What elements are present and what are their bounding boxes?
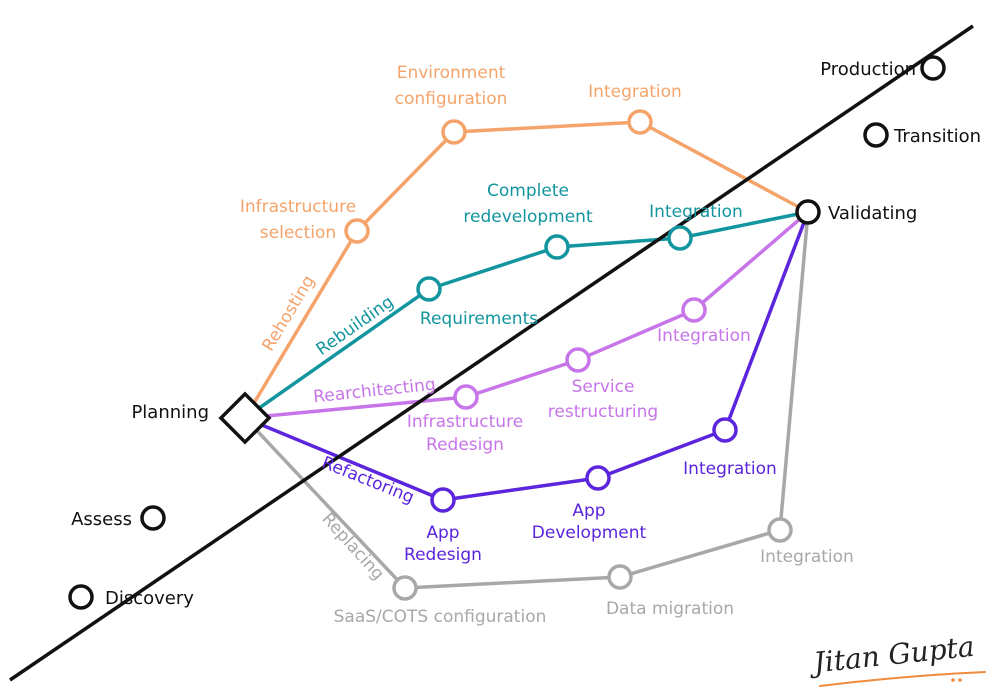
station-app-development[interactable]	[587, 467, 609, 489]
station-infrastructure-selection[interactable]	[346, 220, 368, 242]
signature-dot-2	[958, 678, 962, 682]
station-app-redesign[interactable]	[432, 489, 454, 511]
track-label-rebuilding: Rebuilding	[313, 292, 398, 360]
station-refactoring-integration[interactable]	[714, 419, 736, 441]
label-complete-redevelopment-line2: redevelopment	[463, 207, 593, 227]
label-requirements: Requirements	[420, 309, 538, 329]
label-infrastructure-redesign-line2: Redesign	[426, 435, 504, 455]
label-assess: Assess	[71, 509, 132, 530]
rehosting-track-line	[245, 122, 808, 418]
station-infrastructure-redesign[interactable]	[455, 386, 477, 408]
label-infrastructure-selection-line1: Infrastructure	[240, 197, 356, 217]
label-service-restructuring-line2: restructuring	[548, 402, 658, 422]
label-planning: Planning	[131, 402, 209, 423]
label-app-development-line1: App	[572, 501, 605, 521]
station-transition[interactable]	[865, 124, 887, 146]
signature-dot-1	[951, 678, 955, 682]
label-saas-cots-configuration: SaaS/COTS configuration	[334, 607, 547, 627]
label-production: Production	[820, 59, 916, 80]
station-requirements[interactable]	[418, 278, 440, 300]
label-app-redesign-line2: Redesign	[404, 545, 482, 565]
label-validating: Validating	[828, 203, 917, 224]
station-validating[interactable]	[797, 201, 819, 223]
label-refactoring-integration: Integration	[683, 459, 777, 479]
label-infrastructure-selection-line2: selection	[260, 223, 336, 243]
label-data-migration: Data migration	[606, 599, 734, 619]
label-infrastructure-redesign-line1: Infrastructure	[407, 412, 523, 432]
track-label-replacing: Replacing	[317, 509, 387, 584]
label-app-development-line2: Development	[532, 523, 647, 543]
station-rebuilding-integration[interactable]	[669, 227, 691, 249]
station-saas-cots-configuration[interactable]	[394, 577, 416, 599]
station-environment-configuration[interactable]	[443, 121, 465, 143]
label-rearchitecting-integration: Integration	[657, 326, 751, 346]
label-complete-redevelopment-line1: Complete	[487, 181, 569, 201]
signature-text: Jitan Gupta	[807, 630, 976, 680]
label-replacing-integration: Integration	[760, 547, 854, 567]
label-environment-configuration-line2: configuration	[395, 89, 508, 109]
station-discovery[interactable]	[70, 586, 92, 608]
label-discovery: Discovery	[105, 588, 194, 609]
station-replacing-integration[interactable]	[769, 519, 791, 541]
station-rearchitecting-integration[interactable]	[683, 299, 705, 321]
station-data-migration[interactable]	[609, 566, 631, 588]
label-transition: Transition	[893, 126, 981, 147]
station-complete-redevelopment[interactable]	[546, 236, 568, 258]
label-environment-configuration-line1: Environment	[397, 63, 506, 83]
label-service-restructuring-line1: Service	[572, 377, 635, 397]
label-app-redesign-line1: App	[426, 523, 459, 543]
signature: Jitan Gupta	[807, 630, 985, 686]
label-rehosting-integration: Integration	[588, 82, 682, 102]
station-production[interactable]	[922, 57, 944, 79]
label-rebuilding-integration: Integration	[649, 202, 743, 222]
station-assess[interactable]	[142, 507, 164, 529]
station-rehosting-integration[interactable]	[629, 111, 651, 133]
station-service-restructuring[interactable]	[567, 349, 589, 371]
track-label-refactoring: Refactoring	[319, 453, 417, 508]
